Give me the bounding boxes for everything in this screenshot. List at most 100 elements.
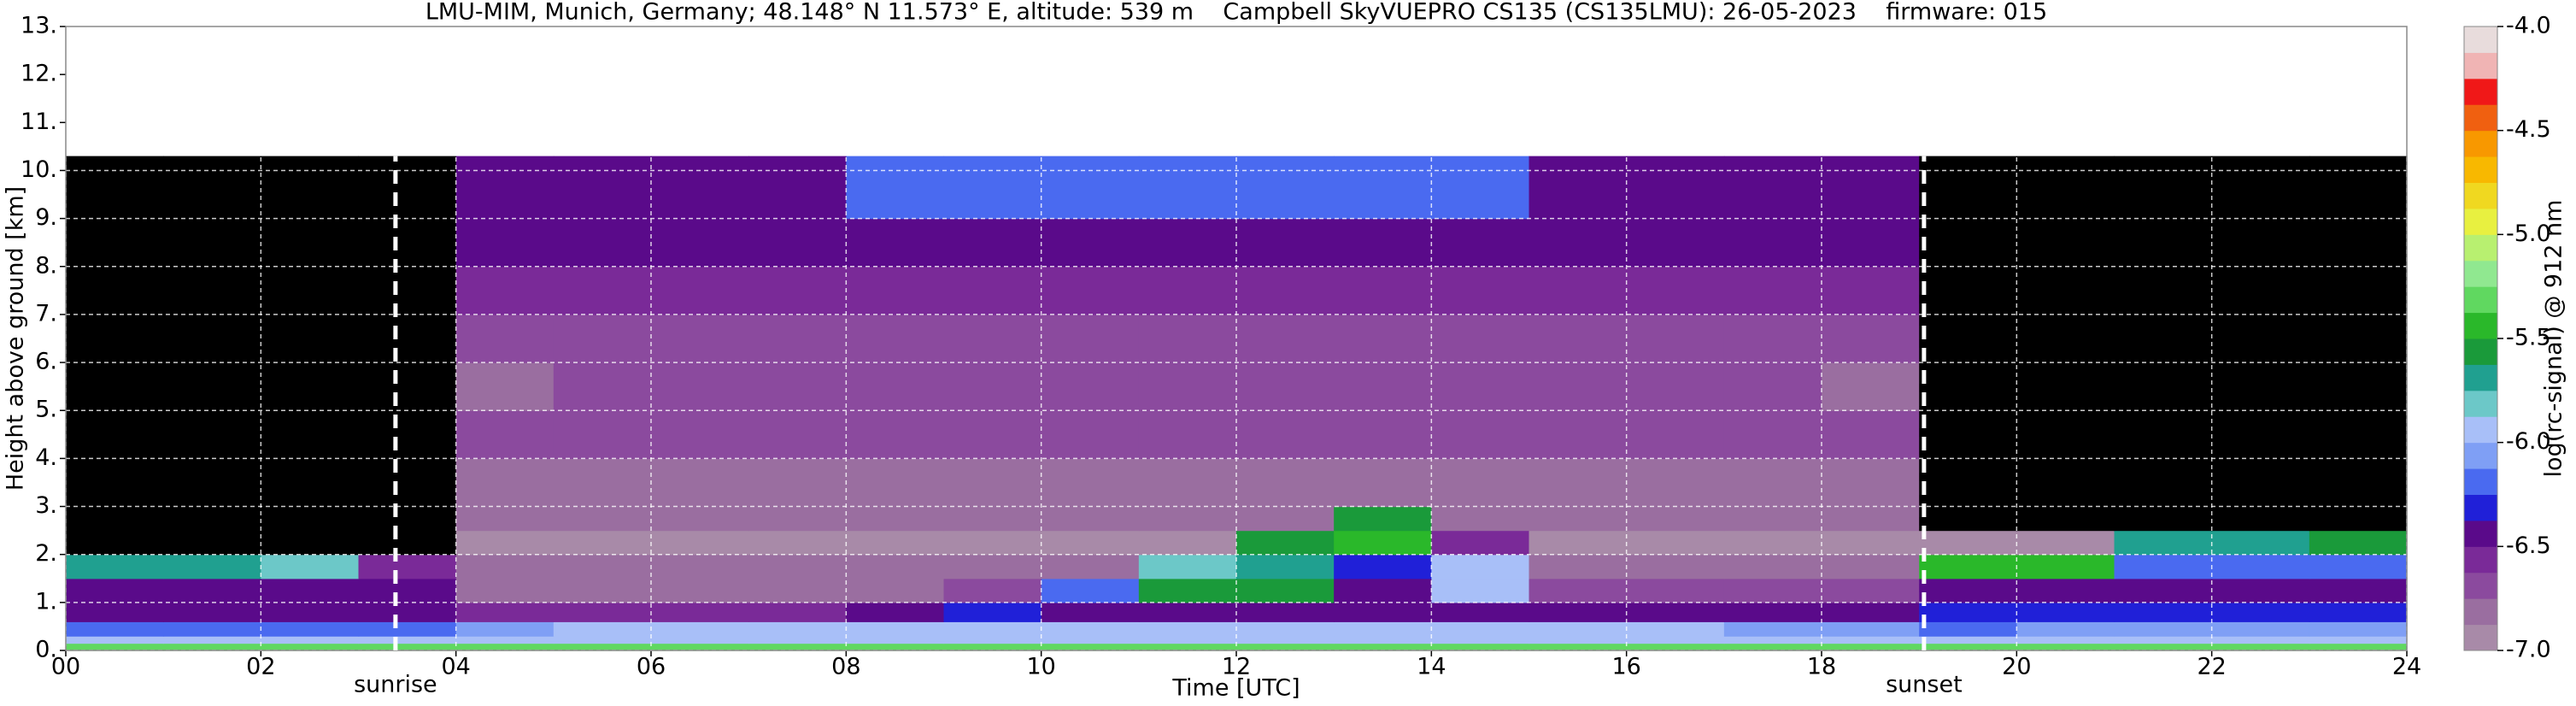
heatmap-cell <box>1041 643 1140 651</box>
heatmap-cell <box>163 218 261 268</box>
heatmap-cell <box>2309 218 2408 268</box>
heatmap-cell <box>2114 362 2213 411</box>
heatmap-cell <box>2114 554 2213 580</box>
heatmap-cell <box>1822 410 1920 459</box>
heatmap-cell <box>943 602 1042 622</box>
heatmap-cell <box>1529 643 1628 651</box>
heatmap-cell <box>66 314 164 363</box>
heatmap-cell <box>2016 602 2115 622</box>
heatmap-cell <box>455 643 555 651</box>
heatmap-cell <box>1138 410 1237 459</box>
heatmap-cell <box>1919 410 2017 459</box>
heatmap-cell <box>1041 410 1140 459</box>
heatmap-cell <box>1138 506 1237 532</box>
heatmap-cell <box>2309 636 2408 644</box>
x-tick-label: 04 <box>441 654 470 680</box>
heatmap-cell <box>943 554 1042 580</box>
heatmap-cell <box>1138 156 1237 220</box>
heatmap-cell <box>748 578 847 603</box>
heatmap-cell <box>1138 314 1237 363</box>
heatmap-cell <box>846 643 945 651</box>
heatmap-cell <box>1529 554 1628 580</box>
heatmap-cell <box>1334 602 1432 622</box>
heatmap-cell <box>1626 458 1725 508</box>
heatmap-cell <box>2016 266 2115 315</box>
heatmap-cell <box>2016 458 2115 508</box>
heatmap-cell <box>2211 314 2310 363</box>
heatmap-cell <box>1919 314 2017 363</box>
heatmap-cell <box>1626 643 1725 651</box>
heatmap-cell <box>651 314 749 363</box>
heatmap-cell <box>455 578 555 603</box>
heatmap-cell <box>2309 506 2408 532</box>
heatmap-cell <box>163 458 261 508</box>
heatmap-cell <box>1236 458 1335 508</box>
y-axis-label: Height above ground [km] <box>3 186 29 491</box>
heatmap-cell <box>1334 578 1432 603</box>
colorbar-swatch <box>2464 572 2497 599</box>
x-tick-label: 20 <box>2002 654 2031 680</box>
heatmap-cell <box>1822 506 1920 532</box>
heatmap-cell <box>1236 266 1335 315</box>
heatmap-cell <box>163 554 261 580</box>
heatmap-cell <box>2309 530 2408 556</box>
heatmap-cell <box>1431 621 1530 637</box>
heatmap-cell <box>261 314 360 363</box>
heatmap-cell <box>2114 314 2213 363</box>
heatmap-cell <box>846 554 945 580</box>
colorbar-swatch <box>2464 598 2497 626</box>
heatmap-cell <box>1723 602 1822 622</box>
heatmap-cell <box>455 410 555 459</box>
heatmap-cell <box>1431 458 1530 508</box>
heatmap-cell <box>1919 530 2017 556</box>
y-tick-label: 8. <box>35 252 57 279</box>
heatmap-cell <box>846 602 945 622</box>
heatmap-cell <box>1822 621 1920 637</box>
heatmap-cell <box>2016 554 2115 580</box>
colorbar-swatch <box>2464 390 2497 417</box>
heatmap-cell <box>2309 156 2408 220</box>
heatmap-cell <box>651 621 749 637</box>
heatmap-cell <box>163 314 261 363</box>
heatmap-cell <box>748 506 847 532</box>
heatmap-cell <box>1334 156 1432 220</box>
heatmap-cell <box>163 410 261 459</box>
colorbar-tick-label: -5.5 <box>2506 325 2551 351</box>
heatmap-cell <box>2114 266 2213 315</box>
heatmap-cell <box>1723 218 1822 268</box>
heatmap-cell <box>1431 156 1530 220</box>
heatmap-cell <box>1236 578 1335 603</box>
heatmap-cell <box>358 156 457 220</box>
heatmap-cell <box>846 218 945 268</box>
heatmap-cell <box>1626 266 1725 315</box>
heatmap-cell <box>748 156 847 220</box>
heatmap-cell <box>1334 554 1432 580</box>
heatmap-cell <box>2114 506 2213 532</box>
heatmap-cell <box>651 506 749 532</box>
heatmap-cell <box>455 362 555 411</box>
heatmap-cell <box>1822 266 1920 315</box>
heatmap-cell <box>943 506 1042 532</box>
heatmap-cell <box>651 643 749 651</box>
heatmap-cell <box>163 643 261 651</box>
heatmap-cell <box>748 554 847 580</box>
heatmap-cell <box>2211 266 2310 315</box>
heatmap-cell <box>455 218 555 268</box>
heatmap-cell <box>1041 621 1140 637</box>
heatmap-cell <box>1919 156 2017 220</box>
x-tick-label: 14 <box>1417 654 1446 680</box>
heatmap-cell <box>66 621 164 637</box>
heatmap-cell <box>1822 156 1920 220</box>
heatmap-cell <box>2211 636 2310 644</box>
heatmap-cell <box>163 602 261 622</box>
heatmap-cell <box>455 156 555 220</box>
heatmap-cell <box>1334 314 1432 363</box>
heatmap-cell <box>2114 410 2213 459</box>
heatmap-cell <box>943 266 1042 315</box>
heatmap-cell <box>846 530 945 556</box>
colorbar-tick-label: -6.5 <box>2506 532 2551 559</box>
heatmap-cell <box>1138 554 1237 580</box>
heatmap-cell <box>1431 506 1530 532</box>
heatmap-cell <box>2016 506 2115 532</box>
